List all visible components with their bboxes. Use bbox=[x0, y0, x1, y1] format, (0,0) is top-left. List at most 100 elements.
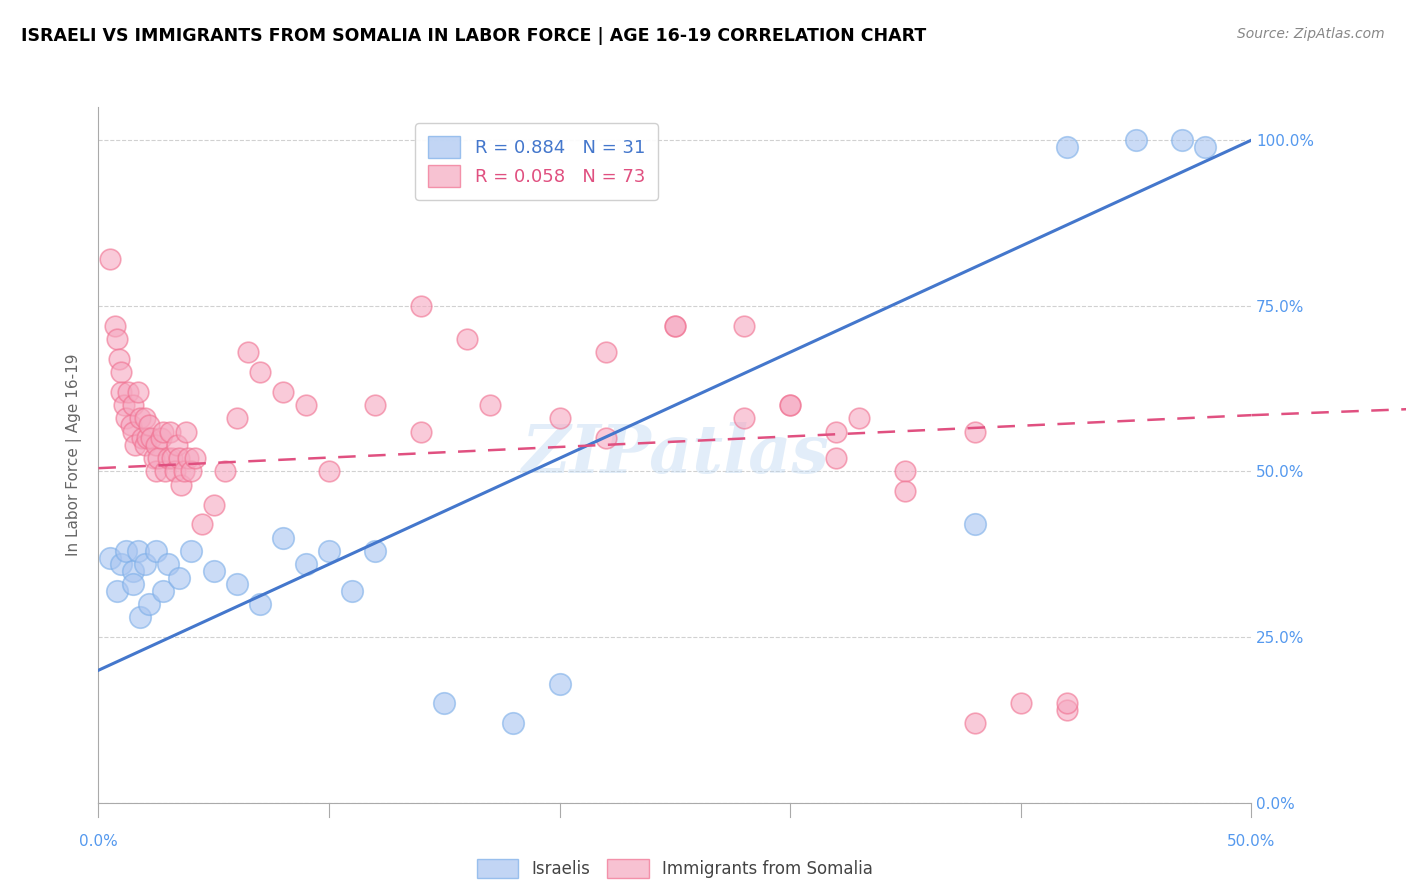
Point bbox=[110, 558, 132, 572]
Point bbox=[103, 318, 125, 333]
Point bbox=[166, 438, 188, 452]
Point bbox=[502, 716, 524, 731]
Point bbox=[156, 558, 179, 572]
Point bbox=[664, 318, 686, 333]
Point bbox=[411, 299, 433, 313]
Point bbox=[110, 384, 132, 399]
Point bbox=[145, 438, 167, 452]
Point bbox=[167, 570, 190, 584]
Point bbox=[141, 431, 163, 445]
Point bbox=[98, 550, 121, 565]
Text: Source: ZipAtlas.com: Source: ZipAtlas.com bbox=[1237, 27, 1385, 41]
Text: ZIPatlas: ZIPatlas bbox=[522, 423, 828, 487]
Point bbox=[225, 577, 247, 591]
Point bbox=[456, 332, 478, 346]
Point bbox=[180, 465, 202, 479]
Point bbox=[848, 411, 870, 425]
Point bbox=[122, 564, 145, 578]
Point bbox=[364, 398, 387, 412]
Point bbox=[825, 425, 848, 439]
Point bbox=[152, 425, 174, 439]
Point bbox=[145, 465, 167, 479]
Point bbox=[225, 411, 247, 425]
Point bbox=[177, 451, 200, 466]
Point bbox=[117, 384, 139, 399]
Point bbox=[134, 438, 156, 452]
Point bbox=[595, 431, 617, 445]
Point bbox=[174, 425, 197, 439]
Text: 50.0%: 50.0% bbox=[1227, 834, 1275, 849]
Point bbox=[411, 425, 433, 439]
Point bbox=[152, 583, 174, 598]
Point bbox=[124, 438, 146, 452]
Point bbox=[825, 451, 848, 466]
Point bbox=[779, 398, 801, 412]
Point bbox=[127, 384, 149, 399]
Point bbox=[271, 384, 294, 399]
Point bbox=[664, 318, 686, 333]
Y-axis label: In Labor Force | Age 16-19: In Labor Force | Age 16-19 bbox=[66, 353, 83, 557]
Point bbox=[155, 465, 177, 479]
Point bbox=[149, 431, 172, 445]
Point bbox=[595, 345, 617, 359]
Point bbox=[138, 418, 160, 433]
Point bbox=[115, 544, 138, 558]
Point bbox=[131, 431, 153, 445]
Point bbox=[142, 451, 165, 466]
Point bbox=[105, 583, 128, 598]
Point bbox=[122, 577, 145, 591]
Point bbox=[364, 544, 387, 558]
Point bbox=[1056, 703, 1078, 717]
Point bbox=[134, 411, 156, 425]
Point bbox=[548, 676, 571, 690]
Point bbox=[894, 465, 917, 479]
Point bbox=[122, 425, 145, 439]
Point bbox=[963, 517, 986, 532]
Point bbox=[1056, 697, 1078, 711]
Point bbox=[184, 451, 207, 466]
Point bbox=[433, 697, 456, 711]
Point bbox=[110, 365, 132, 379]
Point bbox=[894, 484, 917, 499]
Point bbox=[180, 544, 202, 558]
Point bbox=[112, 398, 135, 412]
Point bbox=[145, 544, 167, 558]
Point bbox=[779, 398, 801, 412]
Point bbox=[963, 425, 986, 439]
Point bbox=[214, 465, 236, 479]
Point bbox=[1194, 140, 1216, 154]
Point bbox=[271, 531, 294, 545]
Point bbox=[479, 398, 502, 412]
Point bbox=[340, 583, 363, 598]
Point bbox=[202, 498, 225, 512]
Point bbox=[135, 431, 157, 445]
Point bbox=[115, 411, 138, 425]
Point bbox=[167, 451, 190, 466]
Point bbox=[134, 558, 156, 572]
Text: ISRAELI VS IMMIGRANTS FROM SOMALIA IN LABOR FORCE | AGE 16-19 CORRELATION CHART: ISRAELI VS IMMIGRANTS FROM SOMALIA IN LA… bbox=[21, 27, 927, 45]
Point bbox=[129, 411, 152, 425]
Point bbox=[733, 318, 755, 333]
Point bbox=[1125, 133, 1147, 147]
Point bbox=[159, 425, 181, 439]
Point bbox=[170, 477, 193, 491]
Text: 0.0%: 0.0% bbox=[79, 834, 118, 849]
Point bbox=[1010, 697, 1032, 711]
Point bbox=[163, 465, 186, 479]
Point bbox=[108, 351, 131, 366]
Point bbox=[733, 411, 755, 425]
Point bbox=[1171, 133, 1194, 147]
Point bbox=[963, 716, 986, 731]
Point bbox=[98, 252, 121, 267]
Point bbox=[548, 411, 571, 425]
Point bbox=[295, 558, 318, 572]
Point bbox=[238, 345, 260, 359]
Point bbox=[318, 465, 340, 479]
Point bbox=[191, 517, 214, 532]
Legend: Israelis, Immigrants from Somalia: Israelis, Immigrants from Somalia bbox=[470, 853, 880, 885]
Point bbox=[105, 332, 128, 346]
Point bbox=[249, 597, 271, 611]
Point bbox=[318, 544, 340, 558]
Point bbox=[202, 564, 225, 578]
Point bbox=[148, 451, 170, 466]
